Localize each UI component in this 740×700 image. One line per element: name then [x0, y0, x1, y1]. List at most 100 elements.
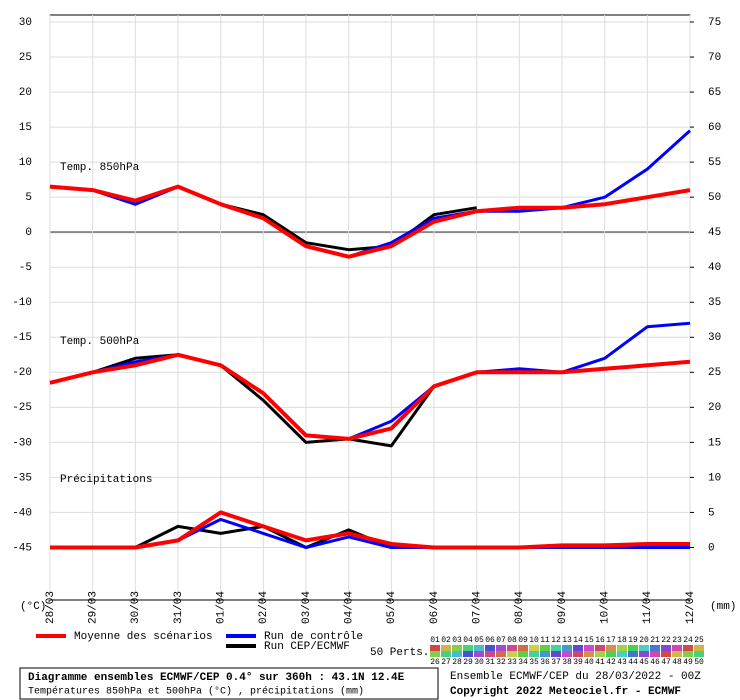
x-tick-label: 04/04 [344, 591, 356, 624]
perturbation-number: 27 [441, 658, 451, 667]
panel-label: Précipitations [60, 474, 152, 486]
perturbation-swatch [584, 645, 594, 651]
perturbation-swatch [529, 645, 539, 651]
perturbation-number: 09 [518, 636, 528, 645]
y2-tick-label: 70 [708, 52, 721, 64]
y2-tick-label: 75 [708, 17, 721, 29]
perturbation-swatch [595, 645, 605, 651]
perturbation-number: 17 [606, 636, 616, 645]
perturbation-number: 25 [694, 636, 704, 645]
run-info: Ensemble ECMWF/CEP du 28/03/2022 - 00Z [450, 671, 701, 683]
perturbation-number: 44 [628, 658, 638, 667]
x-tick-label: 05/04 [386, 591, 398, 624]
panel-label: Temp. 500hPa [60, 336, 140, 348]
perturbation-number: 41 [595, 658, 605, 667]
perturbation-number: 45 [639, 658, 649, 667]
y-tick-label: 30 [19, 17, 32, 29]
y-tick-label: -45 [12, 542, 32, 554]
perturbation-swatch [672, 645, 682, 651]
perturbation-number: 12 [551, 636, 561, 645]
x-tick-label: 12/04 [685, 591, 697, 624]
perturbation-swatch [672, 651, 682, 657]
perturbation-number: 30 [474, 658, 484, 667]
perturbation-number: 46 [650, 658, 660, 667]
copyright: Copyright 2022 Meteociel.fr - ECMWF [450, 686, 681, 698]
perturbation-number: 32 [496, 658, 506, 667]
perturbation-swatch [441, 645, 451, 651]
y-tick-label: -15 [12, 332, 32, 344]
perturbation-swatch [694, 651, 704, 657]
perturbation-swatch [628, 645, 638, 651]
x-tick-label: 02/04 [258, 591, 270, 624]
y2-tick-label: 40 [708, 262, 721, 274]
perturbation-number: 47 [661, 658, 671, 667]
x-tick-label: 03/04 [301, 591, 313, 624]
y-tick-label: -30 [12, 437, 32, 449]
perturbation-number: 49 [683, 658, 693, 667]
perturbation-swatch [474, 651, 484, 657]
legend-label: Run de contrôle [264, 631, 363, 643]
perturbation-number: 36 [540, 658, 550, 667]
perturbation-swatch [595, 651, 605, 657]
perturbation-swatch [518, 651, 528, 657]
perturbation-swatch [540, 651, 550, 657]
x-tick-label: 01/04 [216, 591, 228, 624]
perturbation-swatch [529, 651, 539, 657]
y-tick-label: -5 [19, 262, 32, 274]
series-line [49, 353, 478, 448]
y-tick-label: 0 [25, 227, 32, 239]
perturbation-swatch [441, 651, 451, 657]
perturbation-swatch [573, 645, 583, 651]
perturbation-number: 14 [573, 636, 583, 645]
perturbation-swatch [496, 645, 506, 651]
perturbation-swatch [452, 651, 462, 657]
subtitle: Températures 850hPa et 500hPa (°C) , pré… [28, 686, 364, 698]
legend-label: Moyenne des scénarios [74, 631, 213, 643]
perturbation-swatch [430, 651, 440, 657]
y-tick-label: -40 [12, 507, 32, 519]
perturbation-swatch [485, 651, 495, 657]
perturbation-swatch [452, 645, 462, 651]
plot-frame [49, 14, 691, 601]
y2-tick-label: 60 [708, 122, 721, 134]
perturbation-number: 39 [573, 658, 583, 667]
perturbation-number: 48 [672, 658, 682, 667]
perturbation-swatch [518, 645, 528, 651]
y-tick-label: -20 [12, 367, 32, 379]
x-tick-label: 07/04 [472, 591, 484, 624]
perturbation-swatch [430, 645, 440, 651]
y-tick-label: -35 [12, 472, 32, 484]
perturbation-number: 10 [529, 636, 539, 645]
perturbation-swatch [551, 651, 561, 657]
y2-tick-label: 15 [708, 437, 721, 449]
perturbation-number: 40 [584, 658, 594, 667]
perturbations-label: 50 Perts. [370, 647, 429, 659]
perturbation-number: 34 [518, 658, 528, 667]
series-line [49, 352, 691, 441]
y-tick-label: -10 [12, 297, 32, 309]
perturbation-swatch [694, 645, 704, 651]
perturbation-swatch [650, 651, 660, 657]
x-tick-label: 06/04 [429, 591, 441, 624]
y2-tick-label: 55 [708, 157, 721, 169]
x-tick-label: 30/03 [130, 591, 142, 624]
perturbation-swatch [540, 645, 550, 651]
y2-tick-label: 50 [708, 192, 721, 204]
x-tick-label: 10/04 [600, 591, 612, 624]
perturbation-swatch [639, 645, 649, 651]
x-tick-label: 28/03 [45, 591, 57, 624]
x-tick-label: 31/03 [173, 591, 185, 624]
perturbation-number: 06 [485, 636, 495, 645]
perturbation-number: 04 [463, 636, 473, 645]
perturbation-swatch [584, 651, 594, 657]
perturbation-number: 02 [441, 636, 451, 645]
perturbation-swatch [606, 651, 616, 657]
perturbation-number: 20 [639, 636, 649, 645]
perturbation-number: 21 [650, 636, 660, 645]
info-box [19, 667, 439, 700]
y2-tick-label: 30 [708, 332, 721, 344]
perturbation-number: 16 [595, 636, 605, 645]
y2-tick-label: 25 [708, 367, 721, 379]
perturbation-number: 03 [452, 636, 462, 645]
y-tick-label: -25 [12, 402, 32, 414]
